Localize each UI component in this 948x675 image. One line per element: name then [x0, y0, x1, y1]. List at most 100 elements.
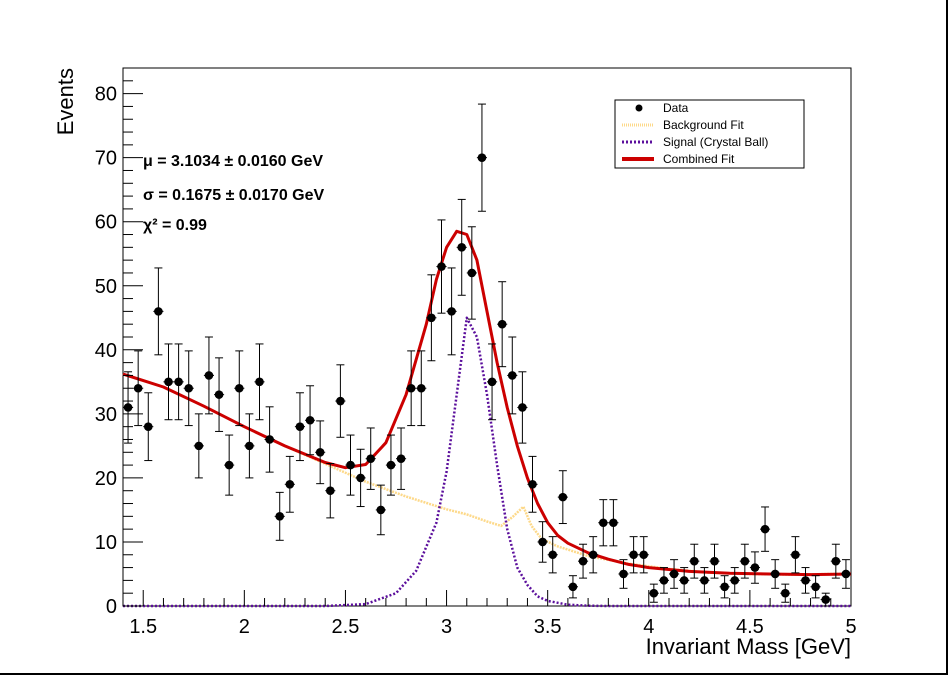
data-point: [163, 343, 174, 421]
data-point: [658, 567, 669, 594]
data-marker: [315, 447, 325, 457]
data-point: [264, 406, 275, 473]
x-tick-label: 5: [845, 616, 856, 638]
data-marker: [275, 512, 285, 521]
data-point: [284, 455, 295, 513]
data-marker: [507, 371, 517, 380]
data-point: [648, 583, 659, 603]
legend-label: Signal (Crystal Ball): [663, 135, 768, 149]
data-point: [365, 427, 376, 490]
data-point: [224, 434, 235, 496]
data-point: [325, 463, 336, 519]
data-point: [739, 543, 750, 579]
x-axis: 1.5 2 2.5 3 3.5 4 4.5 5: [122, 590, 857, 638]
data-point: [446, 267, 457, 356]
data-marker: [760, 524, 770, 534]
data-point: [274, 491, 285, 541]
combined-fit-line: [122, 229, 852, 577]
data-marker: [568, 582, 578, 592]
x-tick-label: 2: [239, 616, 250, 638]
data-point: [780, 583, 791, 603]
data-marker: [548, 550, 558, 560]
data-marker: [224, 460, 234, 470]
y-tick-label: 60: [95, 212, 117, 234]
data-marker: [639, 550, 649, 560]
legend: Data Background Fit Signal (Crystal Ball) C…: [614, 99, 805, 169]
data-marker: [325, 486, 335, 496]
data-marker: [396, 454, 406, 463]
data-point: [466, 226, 477, 320]
data-point: [355, 448, 366, 508]
data-marker: [255, 377, 264, 387]
data-point: [729, 567, 740, 594]
x-tick-label: 3: [441, 616, 452, 638]
data-marker: [740, 556, 750, 566]
data-point: [628, 536, 639, 574]
data-marker: [629, 550, 638, 560]
data-point: [719, 575, 730, 599]
data-marker: [710, 556, 719, 566]
data-marker: [184, 383, 194, 393]
data-point: [830, 543, 841, 579]
data-point: [618, 559, 629, 589]
legend-swatch-data: [635, 104, 643, 112]
data-point: [608, 499, 619, 547]
data-point: [385, 434, 396, 496]
data-marker: [700, 576, 709, 585]
x-axis-title: Invariant Mass [GeV]: [646, 634, 851, 659]
data-marker: [487, 377, 497, 387]
data-point: [234, 350, 245, 427]
y-tick-label: 30: [95, 404, 117, 426]
data-point: [214, 357, 225, 432]
data-point: [790, 536, 801, 574]
data-point: [133, 350, 144, 427]
data-marker: [791, 550, 800, 560]
x-tick-label: 4: [643, 616, 654, 638]
data-marker: [770, 569, 780, 579]
data-point: [426, 274, 437, 362]
data-marker: [578, 556, 588, 566]
data-point: [416, 350, 427, 427]
data-marker: [598, 518, 608, 528]
data-point: [567, 575, 578, 599]
y-tick-label: 10: [95, 532, 117, 554]
data-point: [244, 413, 255, 479]
legend-box: [614, 99, 805, 169]
data-point: [699, 567, 710, 594]
data-point: [476, 103, 487, 212]
data-point: [193, 413, 204, 479]
x-tick-label: 1.5: [129, 616, 157, 638]
data-point: [345, 434, 356, 496]
data-marker: [356, 473, 365, 483]
x-tick-label: 4.5: [736, 616, 764, 638]
data-point: [203, 336, 214, 415]
data-point: [800, 567, 811, 594]
y-tick-label: 50: [95, 276, 117, 298]
data-point: [183, 350, 194, 427]
data-marker: [497, 319, 507, 329]
y-tick-label: 40: [95, 340, 117, 362]
data-marker: [780, 588, 790, 598]
legend-entry: Data: [635, 101, 689, 115]
data-marker: [427, 313, 436, 323]
data-marker: [467, 268, 477, 278]
legend-label: Background Fit: [663, 118, 744, 132]
data-marker: [477, 153, 487, 162]
data-point: [487, 343, 498, 421]
data-point: [578, 543, 589, 579]
data-point: [335, 364, 346, 438]
data-point: [588, 536, 599, 574]
data-marker: [336, 396, 345, 406]
data-marker: [649, 588, 659, 598]
data-marker: [234, 383, 244, 393]
data-marker: [245, 441, 254, 451]
data-point: [517, 371, 528, 444]
data-point: [436, 219, 447, 314]
data-marker: [366, 454, 376, 463]
data-point: [810, 575, 821, 599]
data-point: [123, 371, 134, 444]
data-point: [456, 198, 467, 296]
y-axis: 0 10 20 30 40 50 60 70 80: [95, 67, 143, 618]
data-point: [507, 336, 518, 415]
